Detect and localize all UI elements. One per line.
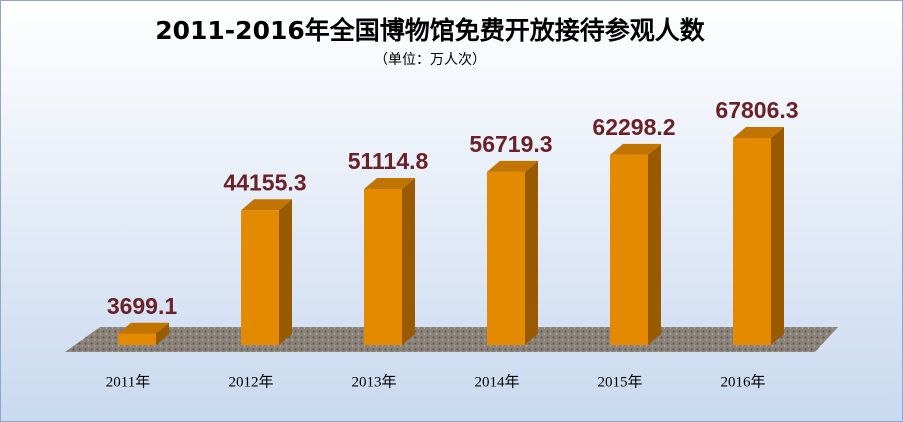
bar-front xyxy=(610,154,648,345)
bar-front xyxy=(241,210,279,345)
chart-subtitle: （单位：万人次） xyxy=(374,52,486,68)
bar-top xyxy=(118,322,169,334)
value-label: 44155.3 xyxy=(223,169,306,195)
bar-side xyxy=(279,199,292,345)
x-tick-label: 2014年 xyxy=(474,373,519,390)
bar xyxy=(487,160,538,345)
bar-front xyxy=(118,333,156,345)
chart-title: 2011-2016年全国博物馆免费开放接待参观人数 xyxy=(155,16,706,45)
value-label: 51114.8 xyxy=(348,148,429,174)
bar-top xyxy=(241,199,292,211)
bar-side xyxy=(156,322,169,345)
floor xyxy=(65,327,838,352)
value-label: 67806.3 xyxy=(715,97,798,123)
x-tick-label: 2011年 xyxy=(106,373,150,390)
bar xyxy=(733,127,784,345)
x-tick-label: 2013年 xyxy=(351,373,396,390)
value-label: 56719.3 xyxy=(469,131,552,157)
bar xyxy=(118,322,169,345)
bar xyxy=(364,177,415,345)
x-tick-label: 2015年 xyxy=(597,373,642,390)
bar-side xyxy=(648,143,661,345)
x-tick-label: 2012年 xyxy=(228,373,273,390)
bar xyxy=(241,199,292,345)
bar-top xyxy=(610,143,661,155)
bar-side xyxy=(402,177,415,345)
bar-top xyxy=(733,127,784,138)
bar xyxy=(610,143,661,345)
value-label: 62298.2 xyxy=(592,114,675,140)
bar-front xyxy=(364,188,402,345)
bar-side xyxy=(525,160,538,345)
bars xyxy=(118,127,784,345)
bar-top xyxy=(487,160,538,172)
value-label: 3699.1 xyxy=(107,293,178,319)
x-tick-label: 2016年 xyxy=(720,373,765,390)
bar-front xyxy=(487,171,525,345)
bar-front xyxy=(733,138,771,345)
bar-side xyxy=(771,127,784,345)
bar-top xyxy=(364,177,415,189)
